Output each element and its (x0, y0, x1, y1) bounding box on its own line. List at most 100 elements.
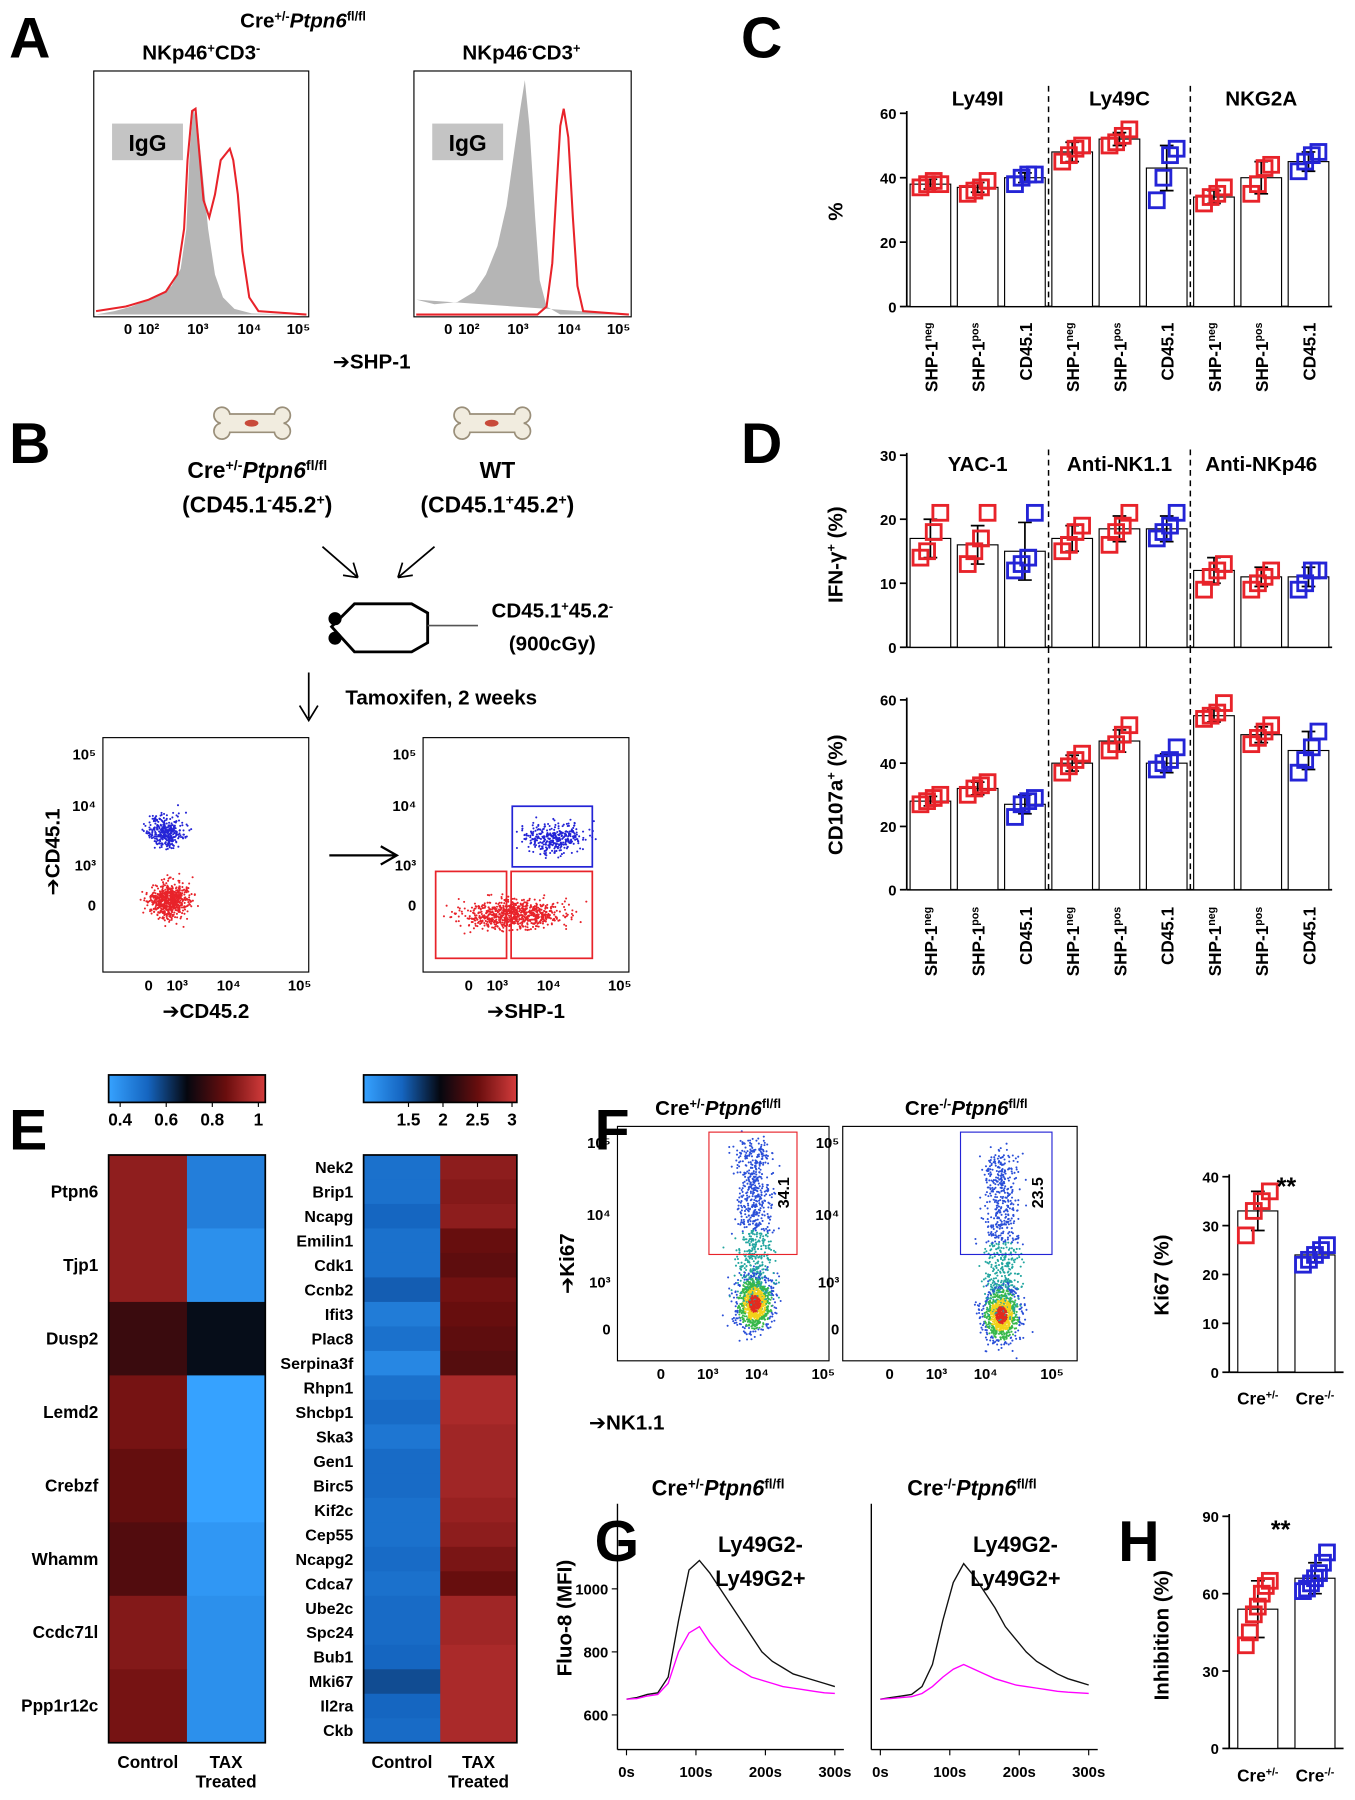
event-dot (519, 927, 522, 930)
event-dot (166, 847, 169, 850)
event-dot (760, 1256, 763, 1259)
event-dot (763, 1310, 766, 1313)
event-dot (1014, 1251, 1017, 1254)
event-dot (752, 1320, 755, 1323)
event-dot (730, 1165, 733, 1168)
event-dot (740, 1221, 743, 1224)
event-dot (157, 907, 160, 910)
event-dot (191, 899, 194, 902)
event-dot (150, 837, 153, 840)
event-dot (995, 1230, 998, 1233)
event-dot (751, 1195, 754, 1198)
event-dot (1024, 1318, 1027, 1321)
event-dot (770, 1304, 773, 1308)
event-dot (457, 906, 460, 909)
event-dot (767, 1240, 770, 1243)
event-dot (1007, 1206, 1010, 1209)
event-dot (732, 1145, 735, 1148)
event-dot (174, 821, 177, 824)
event-dot (740, 1195, 743, 1198)
event-dot (524, 838, 527, 841)
event-dot (987, 1280, 990, 1283)
event-dot (503, 921, 506, 924)
event-dot (489, 908, 492, 911)
event-dot (747, 1219, 750, 1222)
event-dot (158, 911, 161, 914)
event-dot (163, 837, 166, 840)
event-dot (539, 833, 542, 836)
event-dot (573, 821, 576, 824)
event-dot (737, 1204, 740, 1207)
event-dot (588, 834, 592, 837)
plot-frame (102, 737, 310, 973)
event-dot (165, 838, 168, 841)
event-dot (764, 1298, 767, 1301)
event-dot (183, 888, 186, 891)
event-dot (745, 1179, 748, 1182)
event-dot (576, 850, 579, 853)
event-dot (751, 1192, 754, 1195)
event-dot (164, 925, 167, 928)
event-dot (168, 906, 171, 909)
event-dot (997, 1224, 1001, 1227)
event-dot (1007, 1177, 1010, 1180)
flow-panel-f (616, 1125, 1078, 1362)
event-dot (754, 1165, 757, 1168)
event-dot (742, 1218, 745, 1221)
event-dot (997, 1243, 1000, 1246)
event-dot (741, 1149, 744, 1152)
event-dot (981, 1324, 984, 1327)
event-dot (740, 1215, 743, 1218)
event-dot (753, 1328, 756, 1331)
event-dot (737, 1222, 740, 1226)
event-dot (759, 1333, 762, 1337)
event-dot (754, 1250, 757, 1253)
event-dot (169, 827, 172, 830)
event-dot (747, 1223, 750, 1226)
event-dot (736, 1166, 739, 1170)
event-dot (538, 920, 541, 923)
event-dot (1013, 1220, 1016, 1223)
event-dot (188, 898, 191, 901)
event-dot (531, 907, 534, 911)
event-dot (573, 824, 576, 827)
event-dot (765, 1193, 768, 1196)
event-dot (553, 850, 556, 853)
event-dot (740, 1188, 743, 1192)
event-dot (754, 1293, 757, 1296)
event-dot (736, 1164, 739, 1167)
event-dot (527, 834, 530, 837)
event-dot (457, 920, 460, 923)
event-dot (455, 920, 458, 923)
event-dot (525, 916, 528, 919)
event-dot (177, 904, 180, 907)
event-dot (763, 1194, 766, 1197)
event-dot (193, 893, 196, 896)
event-dot (749, 1295, 752, 1298)
event-dot (470, 906, 474, 909)
event-dot (498, 913, 501, 916)
event-dot (1003, 1187, 1006, 1190)
event-dot (750, 1308, 753, 1311)
event-dot (991, 1315, 994, 1318)
event-dot (526, 929, 529, 932)
event-dot (555, 916, 558, 919)
event-dot (743, 1250, 746, 1253)
event-dot (160, 878, 163, 881)
event-dot (749, 1332, 752, 1335)
event-dot (489, 922, 492, 925)
event-dot (563, 905, 566, 909)
event-dot (165, 914, 168, 917)
event-dot (767, 1298, 770, 1301)
event-dot (758, 1171, 761, 1174)
event-dot (493, 923, 496, 926)
event-dot (145, 900, 148, 903)
event-dot (169, 916, 172, 919)
event-dot (993, 1156, 996, 1159)
event-dot (539, 853, 542, 856)
event-dot (168, 920, 171, 923)
event-dot (1001, 1259, 1004, 1262)
event-dot (158, 846, 161, 849)
event-dot (524, 907, 527, 910)
event-dot (748, 1235, 751, 1238)
